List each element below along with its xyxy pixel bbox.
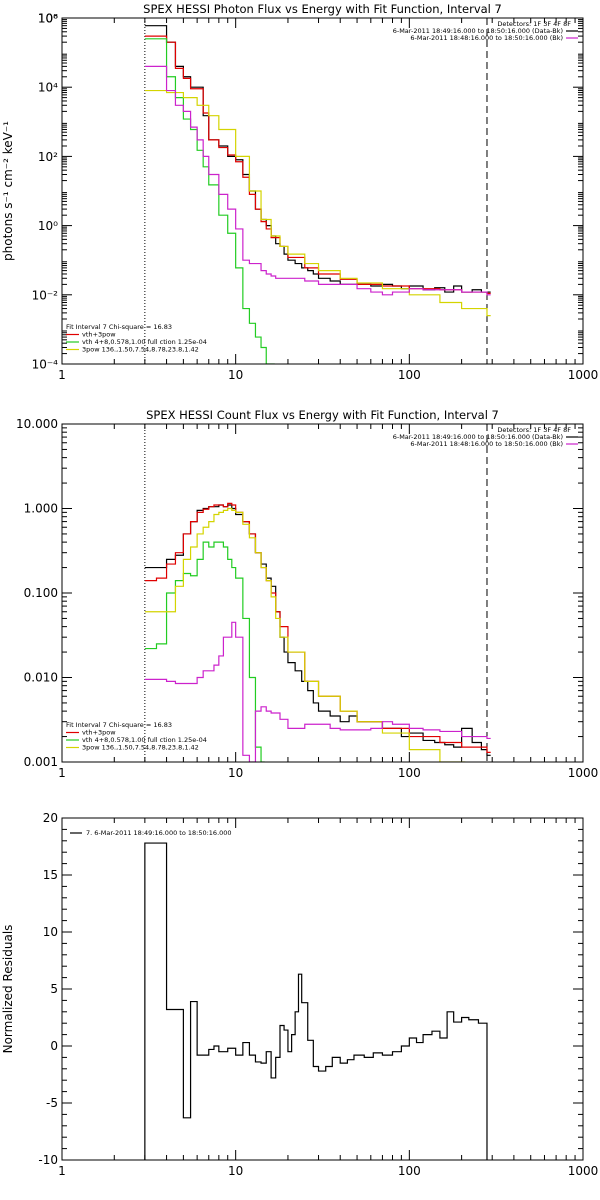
series-group <box>144 25 491 364</box>
x-tick-label: 10 <box>228 368 243 382</box>
y-tick-label: 15 <box>43 868 58 882</box>
series-vth <box>144 38 275 364</box>
series-group <box>144 842 488 1160</box>
y-tick-label: -10 <box>38 1153 58 1167</box>
x-tick-label: 1 <box>58 368 66 382</box>
legend-top-left-line: 7. 6-Mar-2011 18:49:16.000 to 18:50:16.0… <box>86 829 232 837</box>
x-tick-label: 10 <box>228 766 243 780</box>
plot-frame <box>61 423 584 763</box>
plot-frame <box>61 17 584 365</box>
chart-panel-2: SPEX HESSI Count Flux vs Energy with Fit… <box>16 408 598 780</box>
y-tick-label: 10⁻² <box>32 288 59 302</box>
x-tick-label: 100 <box>398 766 421 780</box>
legend-top-right-line: 6-Mar-2011 18:48:16.000 to 18:50:16.000 … <box>410 34 563 42</box>
x-tick-label: 100 <box>398 368 421 382</box>
series-group <box>144 502 491 762</box>
chart-panel-1: SPEX HESSI Photon Flux vs Energy with Fi… <box>1 2 598 382</box>
legend-bottom-left-line: 3pow 136.,1.50,7.54,8.78,23.8,1.42 <box>82 744 199 752</box>
legend-bottom-left-line: vth 4+8,0.578,1.00 full ction 1.25e-04 <box>82 736 207 744</box>
y-tick-label: 10² <box>38 150 58 164</box>
legend-bottom-left-line: Fit Interval 7 Chi-square = 16.83 <box>66 323 172 331</box>
legend-top-right-line: Detectors: 1F 3F 4F 8F <box>497 20 571 28</box>
legend-top-right-line: 6-Mar-2011 18:49:16.000 to 18:50:16.000 … <box>393 27 563 35</box>
x-tick-label: 1 <box>58 1164 66 1178</box>
chart-title: SPEX HESSI Count Flux vs Energy with Fit… <box>146 408 499 422</box>
x-tick-label: 1000 <box>568 766 599 780</box>
y-tick-label: 10⁰ <box>38 219 58 233</box>
y-tick-label: -5 <box>46 1096 58 1110</box>
series-bk <box>144 621 491 762</box>
legend-bottom-left-line: 3pow 136.,1.50,7.54,8.78,23.8,1.42 <box>82 346 199 354</box>
y-tick-label: 10⁸ <box>38 12 58 26</box>
plot-frame <box>61 817 584 1161</box>
series-3pow <box>144 89 491 317</box>
x-tick-label: 1 <box>58 766 66 780</box>
legend-top-right-line: 6-Mar-2011 18:48:16.000 to 18:50:16.000 … <box>410 440 563 448</box>
series-vth <box>144 541 265 762</box>
y-tick-label: 5 <box>50 982 58 996</box>
chart-panel-3: 1 10 100 1000 -10 -5 0 5 10 15 20 Normalized Residu… <box>1 811 598 1178</box>
y-tick-label: 1.000 <box>24 502 58 516</box>
legend-bottom-left-line: vth 4+8,0.578,1.00 full ction 1.25e-04 <box>82 338 207 346</box>
legend-top-right-line: Detectors: 1F 3F 4F 8F <box>497 426 571 434</box>
chart-title: SPEX HESSI Photon Flux vs Energy with Fi… <box>143 2 502 16</box>
x-tick-label: 1000 <box>568 368 599 382</box>
y-tick-label: 10⁴ <box>38 81 58 95</box>
y-tick-label: 0.100 <box>24 586 58 600</box>
y-tick-label: 0 <box>50 1039 58 1053</box>
legend-top-right-line: 6-Mar-2011 18:49:16.000 to 18:50:16.000 … <box>393 433 563 441</box>
y-tick-label: 10 <box>43 925 58 939</box>
series-7-6-mar-2011-18-49-16-000-to-18-50-16-000 <box>144 842 488 1160</box>
y-tick-label: 0.001 <box>24 755 58 769</box>
x-tick-label: 10 <box>228 1164 243 1178</box>
series-bk <box>144 65 491 296</box>
y-axis-label: photons s⁻¹ cm⁻² keV⁻¹ <box>1 121 15 261</box>
legend-bottom-left-line: vth+3pow <box>82 729 116 737</box>
legend-bottom-left-line: vth+3pow <box>82 331 116 339</box>
y-axis-label: Normalized Residuals <box>1 925 15 1054</box>
y-tick-label: 10⁻⁴ <box>32 358 59 372</box>
y-tick-label: 20 <box>43 811 58 825</box>
x-tick-label: 100 <box>398 1164 421 1178</box>
series-3pow <box>144 507 466 762</box>
y-tick-label: 0.010 <box>24 671 58 685</box>
y-tick-label: 10.000 <box>16 417 58 431</box>
y-tick-label: 10⁶ <box>38 12 58 26</box>
legend-bottom-left-line: Fit Interval 7 Chi-square = 16.83 <box>66 721 172 729</box>
x-tick-label: 1000 <box>568 1164 599 1178</box>
